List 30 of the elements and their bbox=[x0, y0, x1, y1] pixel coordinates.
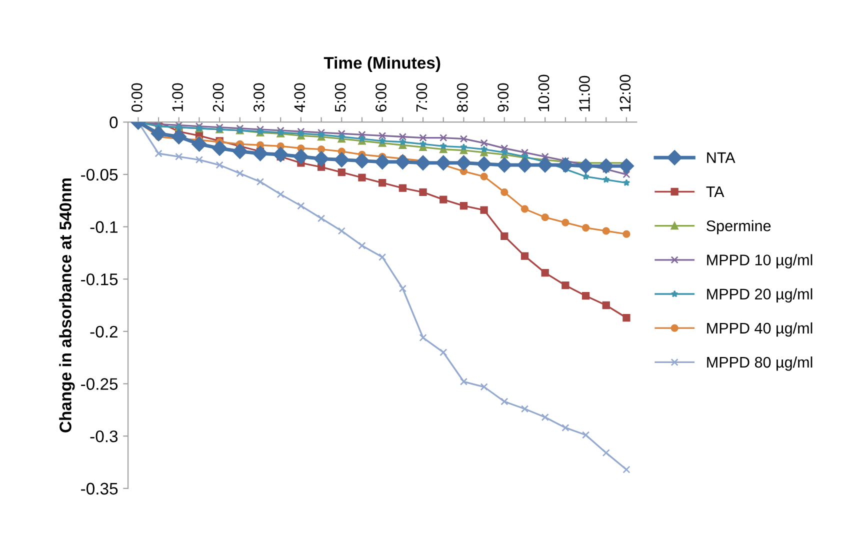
y-axis-title: Change in absorbance at 540nm bbox=[59, 178, 75, 432]
x-tick-label: 5:00 bbox=[334, 83, 346, 112]
y-tick-label: -0.35 bbox=[81, 482, 118, 495]
x-tick-label: 9:00 bbox=[498, 83, 508, 112]
x-tick-label: 0:00 bbox=[131, 83, 142, 112]
x-tick-label: 12:00 bbox=[620, 74, 631, 112]
legend-label: Spermine bbox=[706, 220, 771, 234]
legend-label: TA bbox=[706, 186, 724, 198]
y-tick-label: -0.25 bbox=[81, 378, 118, 390]
legend-label: MPPD 40 µg/ml bbox=[707, 322, 812, 337]
y-tick-label: -0.1 bbox=[90, 221, 118, 233]
y-tick-label: -0.2 bbox=[90, 326, 118, 338]
x-tick-label: 4:00 bbox=[294, 83, 306, 112]
y-tick-label: 0 bbox=[110, 116, 118, 128]
y-tick-label: -0.05 bbox=[81, 168, 118, 181]
x-tick-label: 2:00 bbox=[212, 83, 224, 112]
x-tick-label: 6:00 bbox=[376, 83, 386, 112]
x-tick-label: 11:00 bbox=[579, 76, 590, 112]
y-tick-label: -0.3 bbox=[90, 430, 118, 442]
legend-label: NTA bbox=[707, 152, 736, 163]
legend-label: MPPD 10 µg/ml bbox=[707, 254, 812, 268]
x-tick-label: 7:00 bbox=[416, 83, 428, 112]
x-tick-label: 10:00 bbox=[538, 74, 550, 112]
x-tick-label: 8:00 bbox=[456, 83, 468, 112]
y-tick-label: -0.15 bbox=[81, 273, 118, 286]
legend-label: MPPD 20 µg/ml bbox=[707, 288, 812, 303]
x-tick-label: 3:00 bbox=[254, 83, 264, 112]
x-axis-title: Time (Minutes) bbox=[324, 56, 440, 72]
legend-label: MPPD 80 µg/ml bbox=[707, 356, 812, 371]
x-tick-label: 1:00 bbox=[172, 83, 183, 112]
